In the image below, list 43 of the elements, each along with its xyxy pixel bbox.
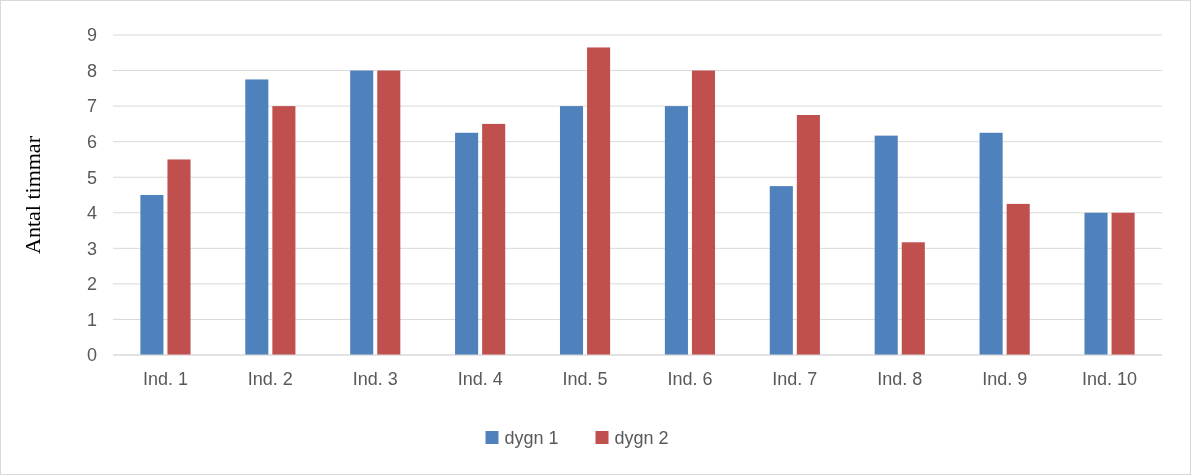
y-tick-label: 0 <box>86 345 97 366</box>
y-tick-label: 5 <box>86 167 97 188</box>
bar <box>455 132 479 355</box>
x-tick-label: Ind. 4 <box>457 369 503 389</box>
bar <box>377 70 401 355</box>
x-tick-label: Ind. 9 <box>982 369 1028 389</box>
y-tick-label: 7 <box>86 96 97 117</box>
bar <box>350 70 374 355</box>
bar <box>272 106 296 355</box>
x-tick-label: Ind. 3 <box>352 369 398 389</box>
bar <box>1111 212 1135 355</box>
x-tick-label: Ind. 2 <box>247 369 293 389</box>
x-tick-label: Ind. 10 <box>1082 369 1138 389</box>
y-axis-title: Antal timmar <box>20 135 45 254</box>
bar <box>559 106 584 355</box>
x-tick-label: Ind. 1 <box>142 369 188 389</box>
x-tick-label: Ind. 6 <box>667 369 713 389</box>
bar <box>691 70 716 355</box>
bar <box>245 79 269 355</box>
y-tick-label: 1 <box>86 309 97 330</box>
y-tick-label: 8 <box>86 60 97 81</box>
bar <box>1006 203 1030 355</box>
x-tick-label: Ind. 7 <box>772 369 818 389</box>
bar <box>979 132 1003 355</box>
bar <box>1084 212 1108 355</box>
y-tick-label: 2 <box>86 274 97 295</box>
bar <box>482 123 506 355</box>
bar <box>796 115 820 355</box>
bar <box>587 47 611 355</box>
bar <box>167 159 191 355</box>
bar <box>874 135 898 355</box>
legend-label: dygn 1 <box>504 428 559 449</box>
y-tick-label: 3 <box>86 238 97 259</box>
y-tick-label: 6 <box>86 131 97 152</box>
bar <box>901 242 925 355</box>
bar <box>769 186 793 355</box>
y-tick-label: 4 <box>86 203 97 224</box>
bar <box>664 106 688 355</box>
x-tick-label: Ind. 8 <box>877 369 923 389</box>
bar <box>140 195 164 355</box>
legend-label: dygn 2 <box>614 428 669 449</box>
y-tick-label: 9 <box>86 25 97 46</box>
x-tick-label: Ind. 5 <box>562 369 608 389</box>
